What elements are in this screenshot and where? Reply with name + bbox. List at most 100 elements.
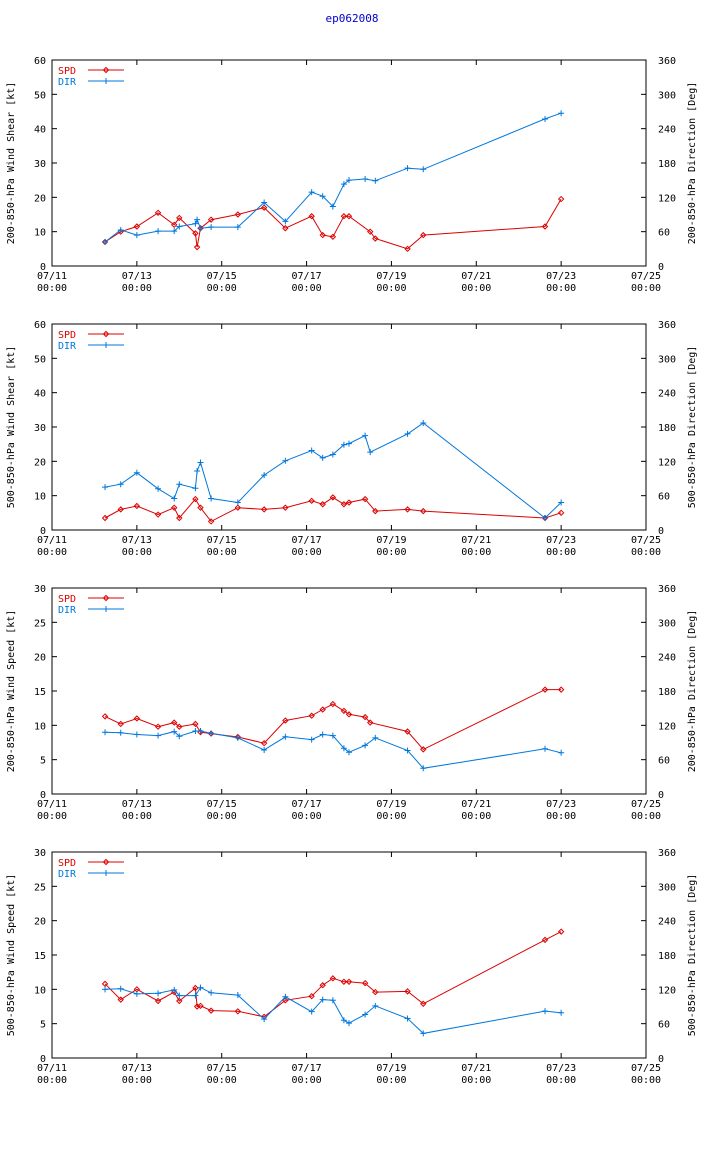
x-tick-label-time: 00:00 [37,811,67,822]
spd-point [340,978,348,985]
dir-point [346,440,352,447]
right-tick-label: 300 [658,90,676,101]
x-tick-label-date: 07/11 [37,271,67,282]
spd-point [197,504,204,511]
spd-point [234,211,242,218]
x-tick-label-date: 07/23 [546,271,576,282]
x-tick-label-date: 07/19 [376,271,406,282]
x-tick-label-date: 07/23 [546,799,576,810]
right-tick-label: 0 [658,1054,664,1065]
x-tick-label-time: 00:00 [461,547,491,558]
legend-dir-marker [103,342,109,348]
spd-point [193,243,201,251]
x-tick-label-date: 07/19 [376,799,406,810]
dir-point [282,993,289,1000]
dir-point [340,1017,347,1024]
dir-point [155,732,162,739]
spd-point [154,723,162,730]
spd-point [372,507,379,515]
dir-point [192,992,199,999]
legend-spd-label: SPD [58,858,76,869]
x-tick-label-time: 00:00 [207,811,237,822]
spd-point [319,982,326,989]
dir-point [117,985,124,992]
dir-point [208,224,215,231]
spd-point [260,739,268,747]
spd-point [308,712,315,719]
spd-point [192,720,199,728]
dir-point [329,997,336,1004]
spd-point [361,713,369,721]
dir-point [372,1002,379,1009]
x-tick-label-time: 00:00 [631,283,661,294]
dir-point [319,454,326,461]
dir-point [261,199,268,206]
spd-series-line [104,496,562,523]
left-tick-label: 40 [34,125,46,136]
x-tick-label-time: 00:00 [631,811,661,822]
dir-point [192,728,199,735]
spd-point [282,504,289,511]
x-tick-label-date: 07/25 [631,799,661,810]
left-tick-label: 20 [34,457,46,468]
dir-point [117,481,124,488]
dir-point [171,728,178,735]
spd-point [329,233,337,241]
legend-spd-label: SPD [58,66,76,77]
dir-point [308,1008,315,1015]
spd-point [133,502,141,510]
spd-point [404,506,411,513]
panel-4-speed-500-850: 05101520253006012018024030036007/1100:00… [6,848,698,1086]
dir-point [155,485,162,492]
dir-point [155,228,162,235]
x-tick-label-time: 00:00 [122,811,152,822]
spd-point [207,216,215,223]
left-tick-label: 30 [34,848,46,859]
x-tick-label-time: 00:00 [461,1075,491,1086]
dir-point [171,228,178,235]
dir-point [372,177,379,184]
dir-point [102,986,109,993]
dir-point [234,734,241,741]
spd-point [282,225,289,232]
right-tick-label: 240 [658,653,676,664]
spd-point [260,506,268,513]
dir-point [404,747,411,754]
dir-point [234,992,241,999]
legend-spd-label: SPD [58,330,76,341]
dir-point [117,729,124,736]
dir-point [282,733,289,740]
spd-point [192,984,199,992]
x-tick-label-time: 00:00 [546,811,576,822]
spd-point [420,231,427,239]
spd-point [557,686,565,693]
x-tick-label-date: 07/15 [207,799,237,810]
dir-point [208,989,215,996]
x-tick-label-date: 07/15 [207,535,237,546]
left-tick-label: 50 [34,90,46,101]
dir-point [133,469,140,476]
spd-point [345,978,353,985]
left-tick-label: 40 [34,389,46,400]
right-tick-label: 300 [658,882,676,893]
x-tick-label-time: 00:00 [37,283,67,294]
dir-point [558,110,565,117]
left-tick-label: 60 [34,320,46,331]
y-axis-label-right: 200-850-hPa Direction [Deg] [687,610,698,773]
dir-point [362,742,369,749]
dir-point [234,224,241,231]
dir-point [308,447,315,454]
spd-point [117,720,124,728]
x-tick-label-date: 07/25 [631,1063,661,1074]
right-tick-label: 300 [658,354,676,365]
right-tick-label: 60 [658,756,670,767]
y-axis-label-right: 500-850-hPa Direction [Deg] [687,874,698,1037]
dir-point [542,745,549,752]
x-tick-label-time: 00:00 [546,547,576,558]
dir-point [308,736,315,743]
spd-point [329,494,337,501]
left-tick-label: 50 [34,354,46,365]
right-tick-label: 0 [658,790,664,801]
spd-point [372,235,379,242]
dir-point [308,189,315,196]
